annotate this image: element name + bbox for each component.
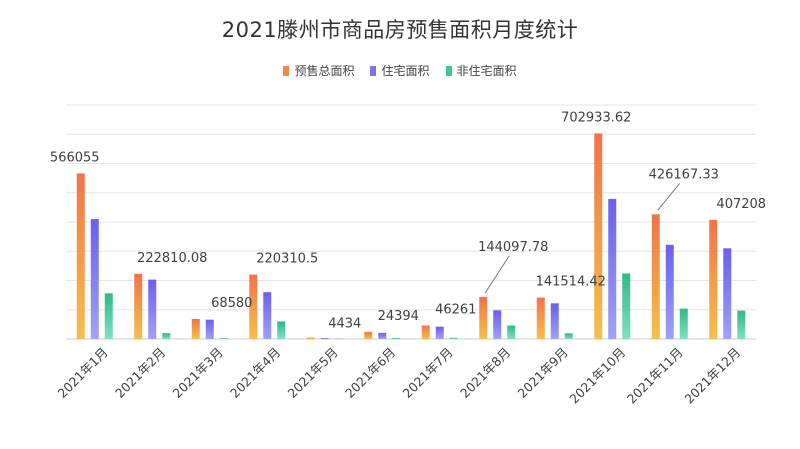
- bar-residential[interactable]: [378, 332, 387, 339]
- bar-nonresidential[interactable]: [622, 273, 631, 339]
- x-tick-label: 2021年12月: [681, 345, 743, 407]
- legend-swatch-nonresidential: [445, 65, 452, 76]
- bar-residential[interactable]: [320, 338, 329, 339]
- data-labels: 566055 222810.08 68580 220310.5 4434 24394 462…: [50, 110, 766, 331]
- bar-residential[interactable]: [90, 219, 99, 339]
- bar-total[interactable]: [191, 318, 200, 339]
- legend: 预售总面积 住宅面积 非住宅面积: [0, 62, 800, 79]
- legend-item-residential[interactable]: 住宅面积: [370, 62, 430, 79]
- bar-total[interactable]: [651, 214, 660, 339]
- data-label: 222810.08: [137, 251, 207, 266]
- legend-swatch-residential: [370, 65, 377, 76]
- bar-total[interactable]: [306, 337, 315, 339]
- bar-total[interactable]: [76, 173, 85, 339]
- bar-nonresidential[interactable]: [334, 338, 343, 340]
- bar-residential[interactable]: [435, 326, 444, 339]
- bar-total[interactable]: [134, 273, 143, 339]
- legend-item-total[interactable]: 预售总面积: [283, 62, 354, 79]
- x-tick-label: 2021年1月: [54, 345, 110, 401]
- bar-total[interactable]: [709, 219, 718, 339]
- bar-residential[interactable]: [263, 292, 272, 339]
- data-label: 46261: [435, 302, 476, 317]
- x-tick-label: 2021年9月: [514, 345, 570, 401]
- chart-title: 2021滕州市商品房预售面积月度统计: [221, 18, 579, 42]
- x-tick-label: 2021年4月: [227, 345, 283, 401]
- x-tick-label: 2021年3月: [169, 345, 225, 401]
- data-label-leader: [657, 183, 681, 211]
- bar-residential[interactable]: [723, 248, 732, 339]
- x-tick-label: 2021年8月: [457, 345, 513, 401]
- bar-residential[interactable]: [205, 319, 214, 339]
- data-label: 566055: [50, 150, 100, 165]
- bars: [76, 133, 746, 340]
- bar-nonresidential[interactable]: [449, 337, 458, 339]
- bar-residential[interactable]: [493, 310, 502, 339]
- bar-nonresidential[interactable]: [392, 338, 401, 339]
- x-tick-label: 2021年7月: [399, 345, 455, 401]
- bar-residential[interactable]: [608, 198, 617, 339]
- legend-swatch-total: [283, 65, 290, 76]
- bar-nonresidential[interactable]: [219, 338, 228, 339]
- bar-nonresidential[interactable]: [679, 308, 688, 339]
- gridlines: [66, 104, 756, 340]
- bar-nonresidential[interactable]: [104, 293, 113, 339]
- data-label: 426167.33: [649, 167, 719, 182]
- data-label: 141514.42: [536, 275, 606, 290]
- x-tick-label: 2021年11月: [624, 345, 686, 407]
- bar-total[interactable]: [594, 133, 603, 339]
- bar-total[interactable]: [536, 297, 545, 339]
- data-label: 24394: [378, 309, 419, 324]
- data-label: 702933.62: [561, 110, 631, 125]
- x-tick-label: 2021年10月: [566, 345, 628, 407]
- bar-total[interactable]: [249, 274, 258, 339]
- x-tick-label: 2021年5月: [284, 345, 340, 401]
- bar-nonresidential[interactable]: [737, 310, 746, 339]
- data-label: 407208: [716, 197, 766, 212]
- bar-residential[interactable]: [665, 244, 674, 339]
- legend-item-nonresidential[interactable]: 非住宅面积: [445, 62, 517, 79]
- bar-total[interactable]: [364, 331, 373, 339]
- x-tick-label: 2021年2月: [112, 345, 168, 401]
- legend-label-total: 预售总面积: [294, 64, 355, 78]
- legend-label-nonresidential: 非住宅面积: [456, 64, 517, 78]
- bar-nonresidential[interactable]: [507, 325, 516, 339]
- bar-residential[interactable]: [148, 279, 157, 339]
- legend-label-residential: 住宅面积: [381, 64, 430, 78]
- data-label: 68580: [211, 296, 252, 311]
- data-label: 4434: [328, 317, 361, 332]
- bar-total[interactable]: [479, 296, 488, 339]
- bar-nonresidential[interactable]: [162, 333, 171, 339]
- x-tick-label: 2021年6月: [342, 345, 398, 401]
- data-label: 144097.78: [478, 240, 548, 255]
- data-label-leader: [484, 255, 510, 294]
- x-tick-labels: 2021年1月 2021年2月 2021年3月 2021年4月 2021年5月 2021年…: [54, 345, 743, 407]
- bar-residential[interactable]: [550, 303, 559, 339]
- bar-total[interactable]: [421, 325, 430, 339]
- bar-nonresidential[interactable]: [277, 321, 286, 339]
- data-label: 220310.5: [256, 252, 318, 267]
- bar-nonresidential[interactable]: [564, 333, 573, 339]
